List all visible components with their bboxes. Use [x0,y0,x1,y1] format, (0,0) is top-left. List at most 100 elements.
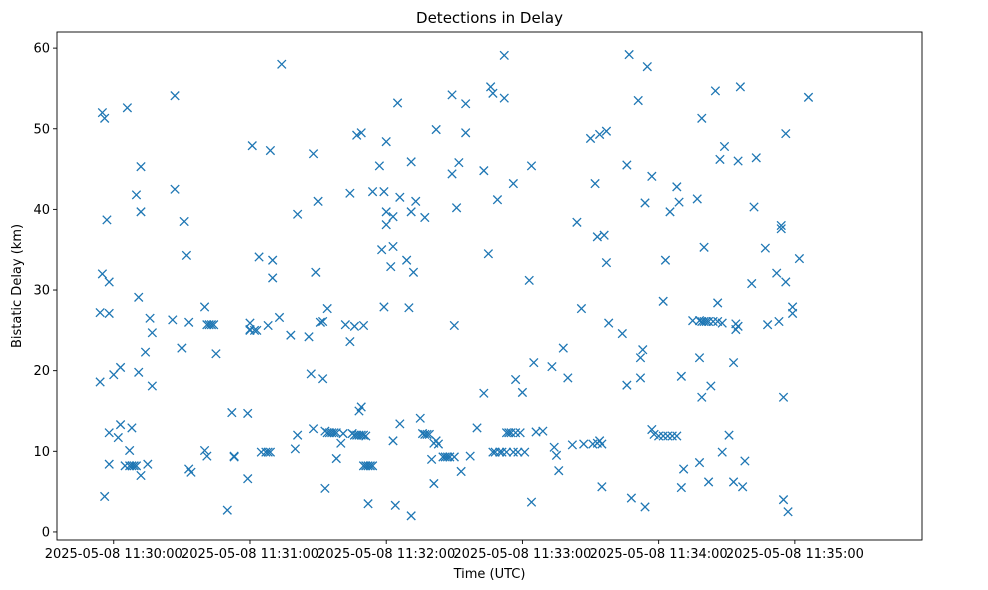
data-point [694,457,705,468]
x-tick-label: 2025-05-08 11:30:00 [45,547,183,562]
data-point [601,126,612,136]
data-point [131,461,142,471]
data-point [617,328,627,339]
data-point [633,95,643,106]
data-point [311,267,321,277]
data-point [263,447,273,457]
data-point [290,444,301,454]
data-point [131,190,142,200]
data-point [510,374,521,385]
data-point [558,343,568,353]
data-point [379,302,389,312]
data-point [794,253,805,264]
data-point [442,452,453,462]
data-point [124,445,135,456]
data-point [461,128,471,138]
data-point [268,273,278,283]
data-point [136,207,146,217]
data-point [597,482,607,492]
data-point [433,439,444,449]
data-point [381,207,391,217]
data-point [390,500,400,510]
data-point [492,195,503,205]
data-point [701,316,711,327]
data-point [449,452,459,462]
data-point [324,428,335,438]
data-point [592,232,603,242]
data-point [349,430,360,440]
data-point [136,470,146,481]
data-point [308,424,319,434]
data-point [134,292,144,302]
data-point [420,429,430,440]
data-point [184,317,194,327]
data-point [104,459,114,469]
data-point [678,464,689,474]
data-point [222,505,232,515]
data-point [567,440,578,450]
data-point [313,196,323,206]
data-point [572,217,582,227]
data-point [356,128,366,138]
data-point [653,431,664,441]
data-point [97,269,108,279]
data-point [406,511,416,521]
data-point [479,388,489,398]
data-point [422,429,432,440]
data-point [717,318,727,328]
y-tick-label: 40 [33,203,50,218]
data-point [247,141,257,151]
data-point [124,461,135,471]
data-point [483,249,494,259]
data-point [306,369,316,379]
data-point [781,128,791,139]
data-point [728,357,739,368]
data-point [776,224,786,234]
data-point [365,461,375,471]
data-point [747,278,757,289]
y-tick-label: 10 [33,445,50,460]
data-point [109,370,119,380]
data-point [202,320,212,330]
data-point [658,431,668,441]
data-point [694,353,705,363]
data-point [622,160,632,170]
data-point [526,161,537,171]
data-point [263,320,273,331]
data-point [697,392,707,402]
data-point [626,493,637,503]
data-point [97,107,108,118]
data-point [497,447,507,457]
data-point [665,207,675,217]
data-point [381,220,391,230]
data-point [211,349,221,359]
data-point [249,325,260,336]
data-point [317,316,328,327]
data-point [635,353,646,363]
data-point [102,215,112,225]
data-point [658,296,668,306]
data-point [349,321,360,331]
data-point [338,428,348,439]
x-tick-label: 2025-05-08 11:33:00 [453,547,591,562]
data-point [706,381,716,391]
data-point [431,124,441,135]
data-point [379,186,389,197]
data-point [202,451,212,461]
plot-frame [56,31,923,541]
data-point [243,408,253,419]
data-point [590,178,600,189]
data-point [122,103,133,113]
data-point [227,407,237,418]
data-point [358,461,369,471]
data-point [488,447,498,457]
data-point [663,431,673,441]
data-point [408,267,419,277]
data-point [340,320,350,330]
data-point [579,439,589,449]
data-point [265,447,276,457]
data-point [787,308,798,319]
data-point [440,452,450,462]
data-point [395,419,405,429]
data-point [438,452,448,462]
